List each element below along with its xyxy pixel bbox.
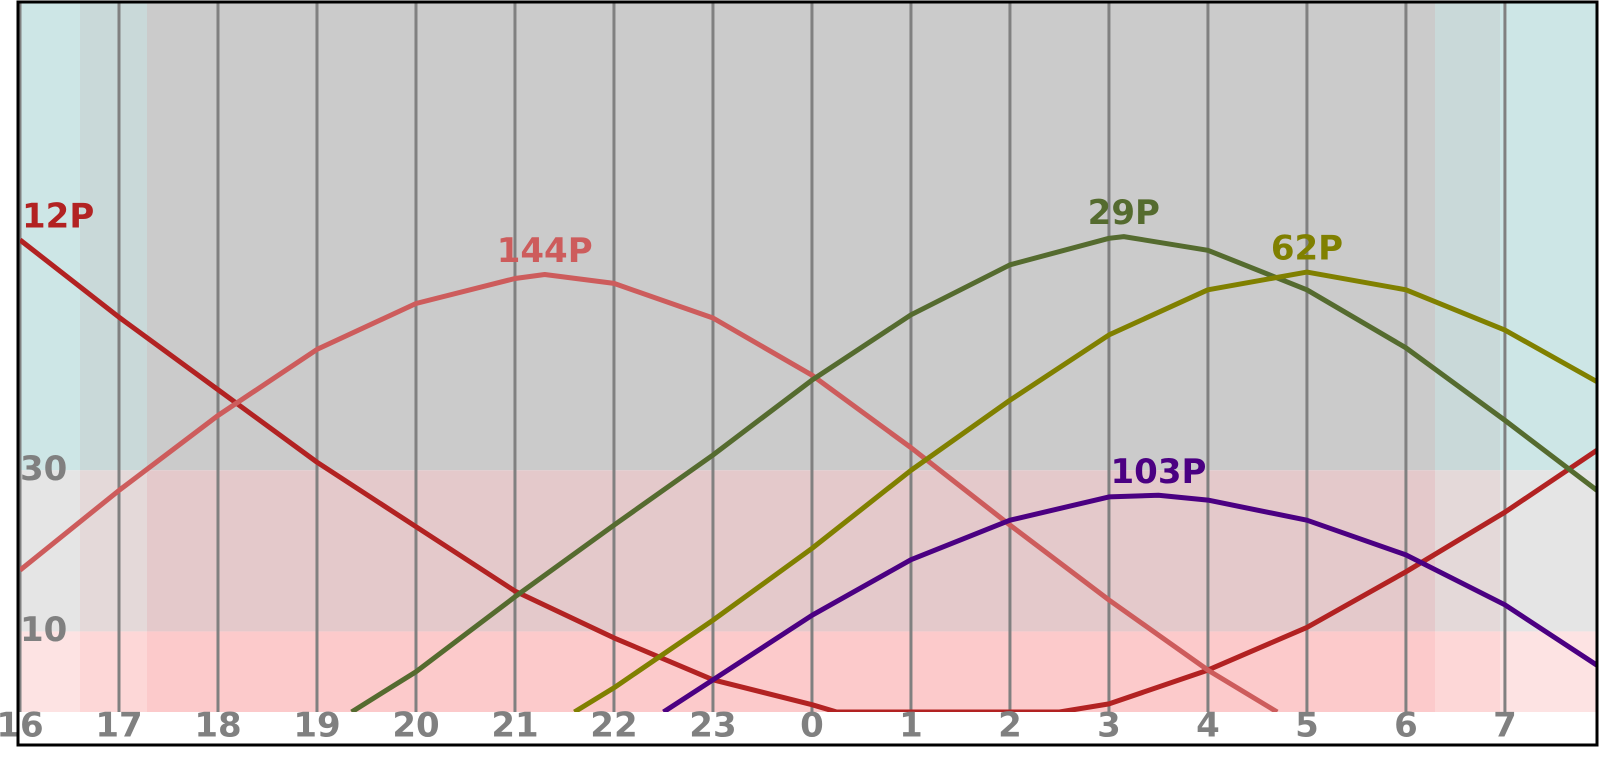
series-label: 12P: [22, 196, 94, 236]
x-tick-label: 0: [800, 706, 824, 746]
y-tick-label: 10: [20, 610, 67, 650]
y-tick-label: 30: [20, 449, 67, 489]
x-tick-label: 5: [1295, 706, 1319, 746]
sky-zone: [1435, 631, 1500, 712]
x-tick-label: 17: [95, 706, 142, 746]
sky-zone: [1435, 3, 1500, 471]
x-tick-label: 16: [0, 706, 44, 746]
sky-zone: [20, 470, 80, 632]
sky-zone: [147, 470, 1435, 632]
x-tick-label: 4: [1196, 706, 1220, 746]
altitude-curve: [662, 492, 1597, 712]
sky-zone: [80, 631, 147, 712]
sky-zone: [147, 3, 1435, 471]
frame: [16, 0, 1599, 747]
x-tick-label: 18: [194, 706, 241, 746]
altitude-curve: [350, 234, 1597, 712]
series-label: 62P: [1271, 229, 1343, 269]
x-tick-label: 23: [689, 706, 736, 746]
sky-zone: [1500, 470, 1597, 632]
x-tick-label: 6: [1394, 706, 1418, 746]
labels: 16 17 18 19 20 21 22 23 0 1 2 3 4 5 6 7103012P144P29P62…: [0, 193, 1517, 745]
altitude-curve: [573, 269, 1597, 712]
x-tick-label: 20: [392, 706, 439, 746]
sky-zone: [80, 3, 147, 471]
series-label: 103P: [1111, 452, 1207, 492]
sky-zone: [1500, 3, 1597, 471]
x-tick-label: 19: [293, 706, 340, 746]
x-tick-label: 2: [998, 706, 1022, 746]
sky-zone: [20, 631, 80, 712]
series-label: 144P: [497, 231, 593, 271]
curves: [20, 234, 1597, 712]
x-tick-label: 3: [1097, 706, 1121, 746]
sky-zone: [1500, 631, 1597, 712]
x-tick-label: 1: [899, 706, 923, 746]
series-label: 29P: [1088, 193, 1160, 233]
altitude-curve: [20, 272, 1279, 712]
x-tick-label: 22: [590, 706, 637, 746]
x-tick-label: 7: [1493, 706, 1517, 746]
x-tick-label: 21: [491, 706, 538, 746]
sky-zone: [20, 3, 80, 471]
altitude-curve: [20, 237, 1597, 712]
sky-zone: [1435, 470, 1500, 632]
grid: [18, 3, 1507, 712]
background: [20, 3, 1597, 712]
